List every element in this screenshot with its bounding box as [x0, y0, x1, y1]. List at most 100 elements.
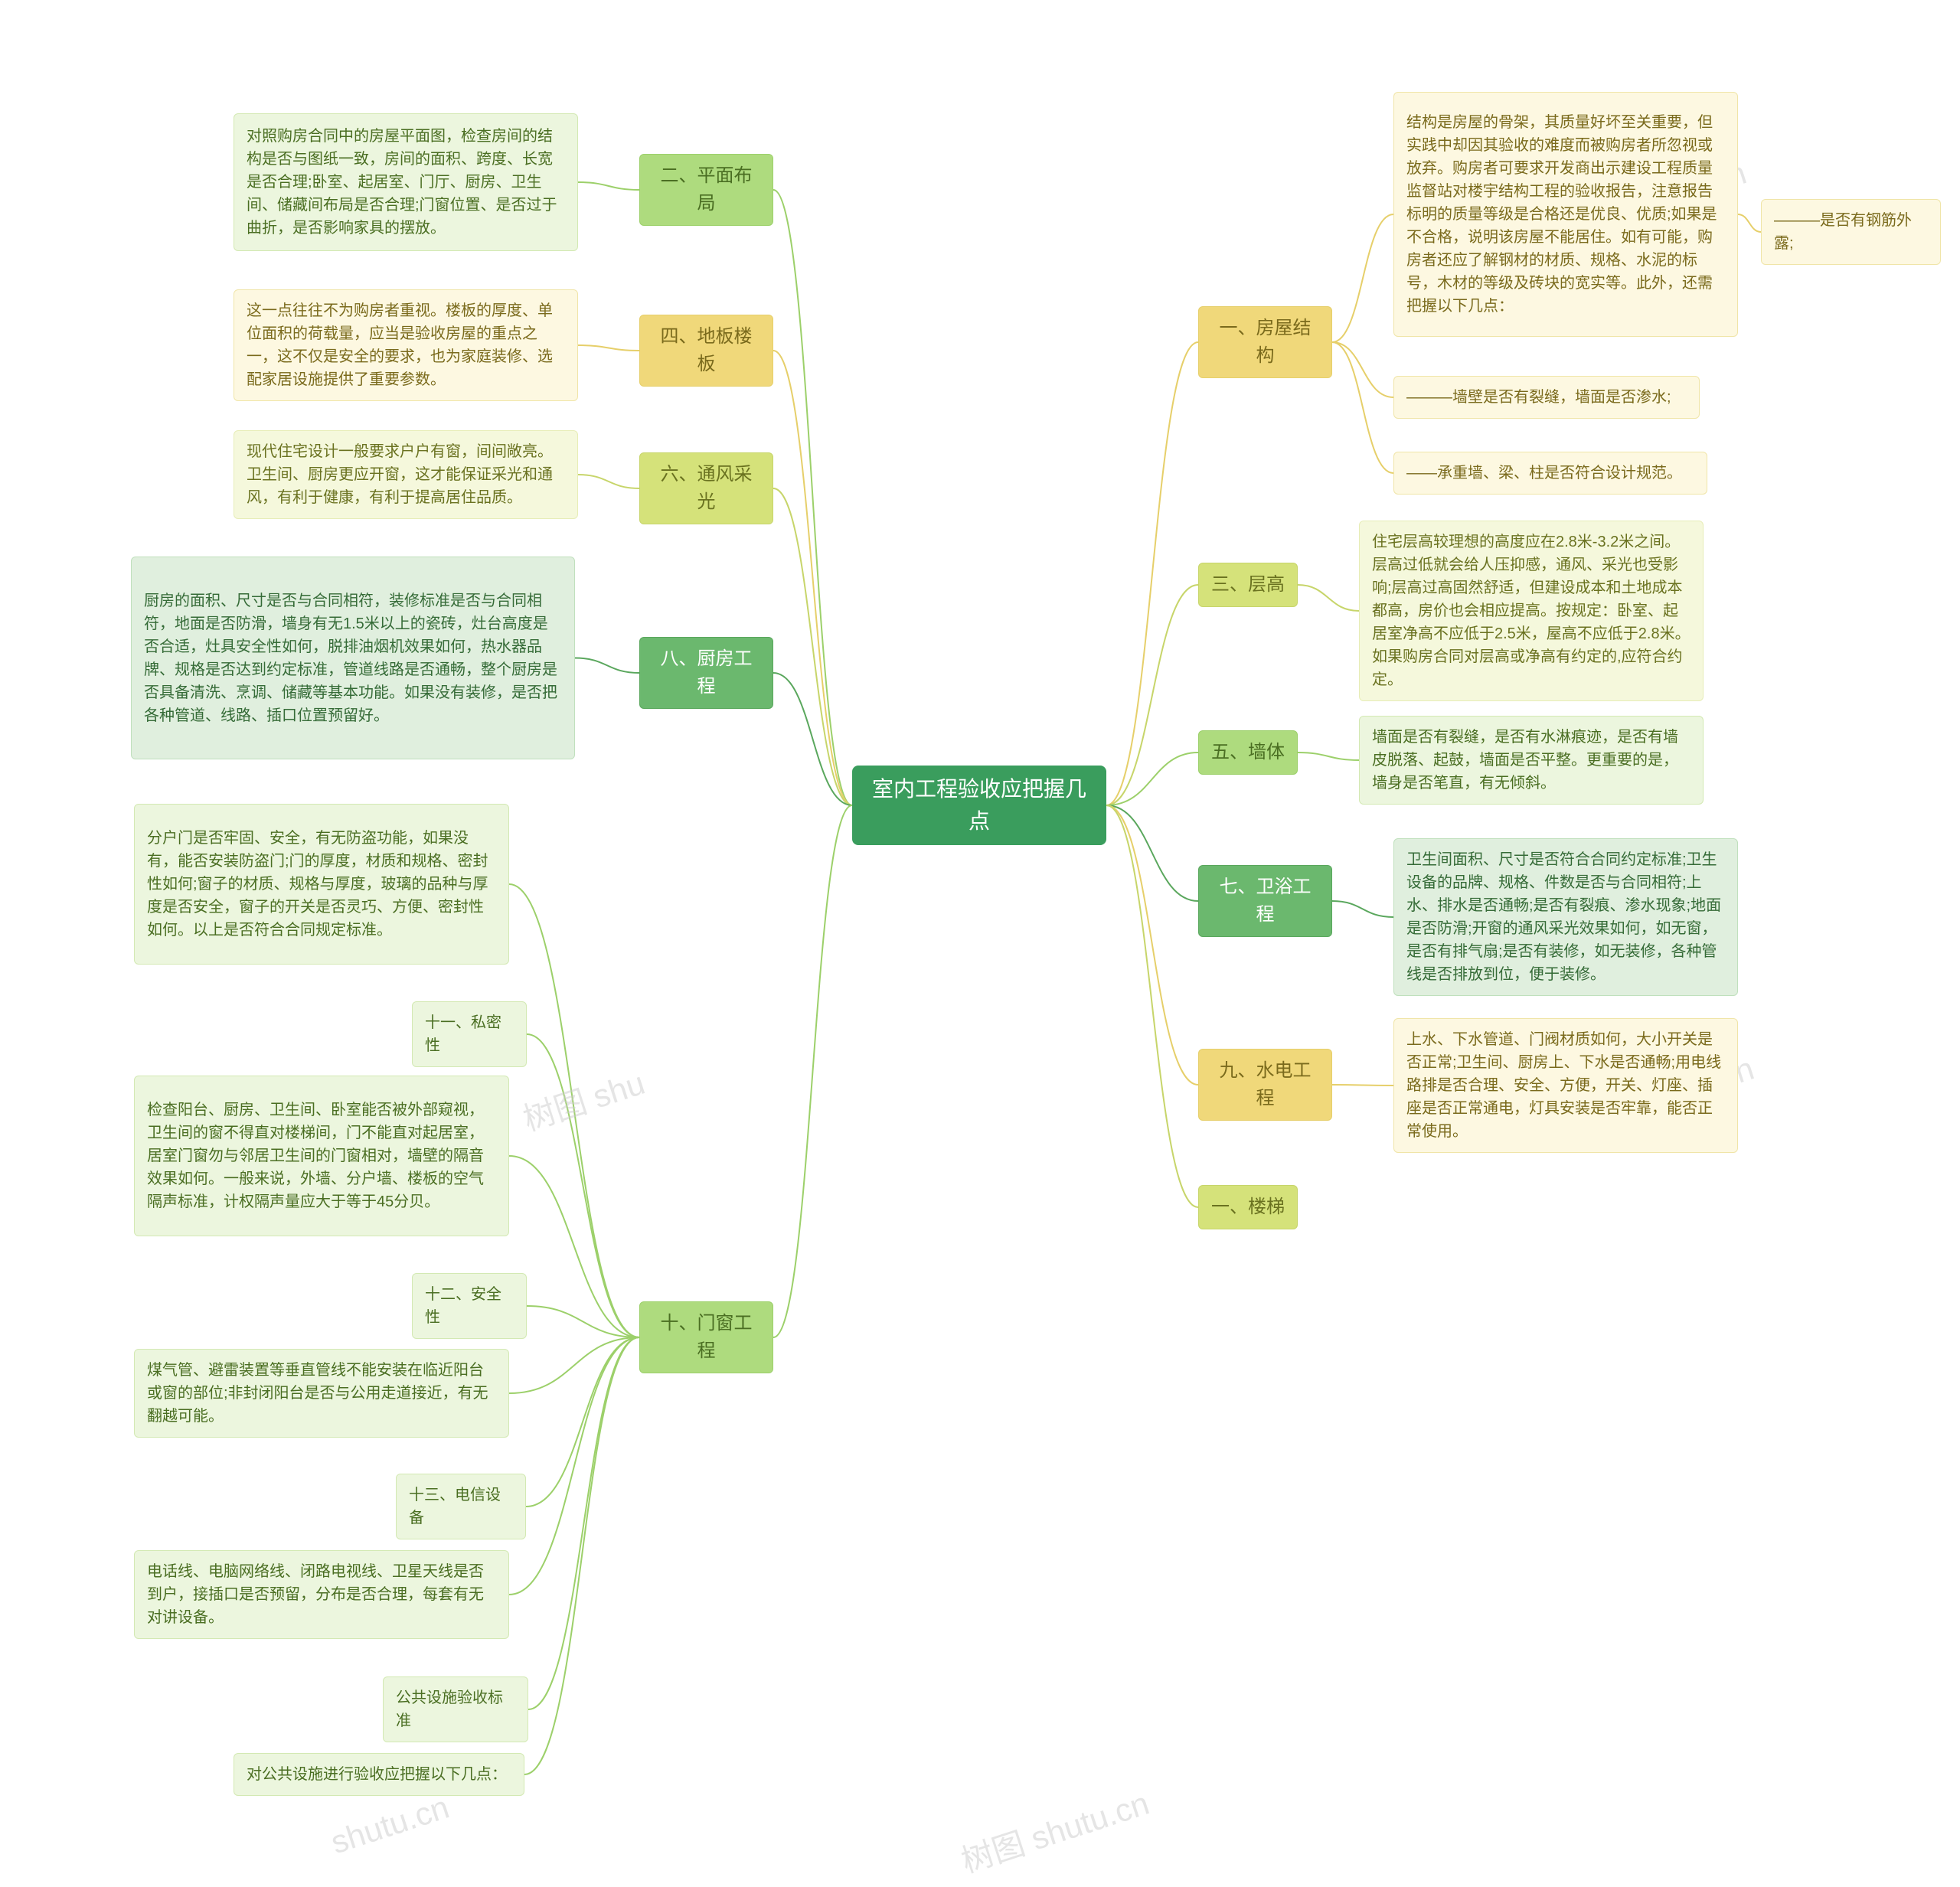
node-text-l8a: 厨房的面积、尺寸是否与合同相符，装修标准是否与合同相符，地面是否防滑，墙身有无1… [144, 589, 562, 727]
node-l8: 八、厨房工程 [639, 637, 773, 709]
connector [773, 190, 852, 805]
connector [509, 884, 639, 1337]
node-root: 室内工程验收应把握几点 [852, 766, 1106, 845]
connector [527, 1306, 639, 1337]
node-text-r3: 三、层高 [1211, 571, 1285, 599]
node-text-r1a1: ———是否有钢筋外露; [1774, 209, 1928, 255]
node-l10e: 煤气管、避雷装置等垂直管线不能安装在临近阳台或窗的部位;非封闭阳台是否与公用走道… [134, 1349, 509, 1438]
node-l10i: 对公共设施进行验收应把握以下几点： [234, 1753, 524, 1796]
node-r3: 三、层高 [1198, 563, 1298, 607]
node-r1c: ——承重墙、梁、柱是否符合设计规范。 [1393, 452, 1707, 495]
node-l10: 十、门窗工程 [639, 1301, 773, 1373]
watermark: 树图 shu [517, 1057, 650, 1141]
connector [773, 351, 852, 805]
connector [1106, 753, 1198, 805]
node-text-l2: 二、平面布局 [652, 162, 760, 217]
mindmap-canvas: 室内工程验收应把握几点shutu.cn树图 shutu.cn树图 shu树图 s… [0, 0, 1960, 1887]
node-l4a: 这一点往往不为购房者重视。楼板的厚度、单位面积的荷载量，应当是验收房屋的重点之一… [234, 289, 578, 401]
node-text-l6: 六、通风采光 [652, 461, 760, 516]
connector [575, 658, 639, 674]
node-text-root: 室内工程验收应把握几点 [864, 773, 1094, 837]
node-l10d: 十二、安全性 [412, 1273, 527, 1339]
node-r5a: 墙面是否有裂缝，是否有水淋痕迹，是否有墙皮脱落、起鼓，墙面是否平整。更重要的是，… [1359, 716, 1704, 805]
connector [528, 1337, 639, 1709]
node-r7: 七、卫浴工程 [1198, 865, 1332, 937]
node-text-l10b: 十一、私密性 [425, 1011, 514, 1057]
node-text-r3a: 住宅层高较理想的高度应在2.8米-3.2米之间。层高过低就会给人压抑感，通风、采… [1372, 531, 1690, 691]
connector [524, 1337, 639, 1774]
connector [1298, 585, 1359, 611]
node-text-l10: 十、门窗工程 [652, 1310, 760, 1365]
watermark-text: shutu.cn [326, 1789, 453, 1861]
node-r7a: 卫生间面积、尺寸是否符合合同约定标准;卫生设备的品牌、规格、件数是否与合同相符;… [1393, 838, 1738, 996]
connector [527, 1034, 639, 1337]
node-r9: 九、水电工程 [1198, 1049, 1332, 1121]
connector [1298, 753, 1359, 760]
connector [1106, 805, 1198, 1085]
node-l10a: 分户门是否牢固、安全，有无防盗功能，如果没有，能否安装防盗门;门的厚度，材质和规… [134, 804, 509, 965]
node-l6: 六、通风采光 [639, 452, 773, 524]
node-text-l10c: 检查阳台、厨房、卫生间、卧室能否被外部窥视，卫生间的窗不得直对楼梯间，门不能直对… [147, 1099, 496, 1213]
connector [509, 1156, 639, 1337]
node-r1a: 结构是房屋的骨架，其质量好坏至关重要，但实践中却因其验收的难度而被购房者所忽视或… [1393, 92, 1738, 337]
node-text-l10e: 煤气管、避雷装置等垂直管线不能安装在临近阳台或窗的部位;非封闭阳台是否与公用走道… [147, 1359, 496, 1428]
connector [773, 488, 852, 805]
node-text-r1c: ——承重墙、梁、柱是否符合设计规范。 [1406, 462, 1682, 485]
connector [1332, 342, 1393, 397]
connector [526, 1337, 639, 1507]
node-l8a: 厨房的面积、尺寸是否与合同相符，装修标准是否与合同相符，地面是否防滑，墙身有无1… [131, 557, 575, 759]
node-text-r7a: 卫生间面积、尺寸是否符合合同约定标准;卫生设备的品牌、规格、件数是否与合同相符;… [1406, 848, 1725, 986]
node-text-l10f: 十三、电信设备 [409, 1484, 513, 1530]
node-text-l4: 四、地板楼板 [652, 323, 760, 378]
node-text-r7: 七、卫浴工程 [1211, 873, 1319, 929]
node-l2: 二、平面布局 [639, 154, 773, 226]
connector [1332, 214, 1393, 342]
watermark: shutu.cn [326, 1789, 453, 1862]
connector [1332, 342, 1393, 473]
node-l10c: 检查阳台、厨房、卫生间、卧室能否被外部窥视，卫生间的窗不得直对楼梯间，门不能直对… [134, 1076, 509, 1236]
connector [1738, 214, 1761, 232]
node-text-l10i: 对公共设施进行验收应把握以下几点： [247, 1763, 507, 1786]
node-l10f: 十三、电信设备 [396, 1474, 526, 1539]
connector [1106, 805, 1198, 1207]
node-r1: 一、房屋结构 [1198, 306, 1332, 378]
node-text-l10h: 公共设施验收标准 [396, 1686, 515, 1732]
node-r3a: 住宅层高较理想的高度应在2.8米-3.2米之间。层高过低就会给人压抑感，通风、采… [1359, 521, 1704, 701]
connector [773, 805, 852, 1337]
node-r1b: ———墙壁是否有裂缝，墙面是否渗水; [1393, 376, 1700, 419]
connector [509, 1337, 639, 1595]
node-l10h: 公共设施验收标准 [383, 1676, 528, 1742]
node-text-l10g: 电话线、电脑网络线、闭路电视线、卫星天线是否到户，接插口是否预留，分布是否合理，… [147, 1560, 496, 1629]
connector [509, 1337, 639, 1393]
node-text-r5: 五、墙体 [1211, 739, 1285, 766]
connector [578, 182, 639, 190]
node-text-l6a: 现代住宅设计一般要求户户有窗，间间敞亮。卫生间、厨房更应开窗，这才能保证采光和通… [247, 440, 565, 509]
watermark: 树图 shutu.cn [955, 1778, 1155, 1882]
node-text-r11: 一、楼梯 [1211, 1193, 1285, 1221]
node-text-l10a: 分户门是否牢固、安全，有无防盗功能，如果没有，能否安装防盗门;门的厚度，材质和规… [147, 827, 496, 942]
node-text-r1b: ———墙壁是否有裂缝，墙面是否渗水; [1406, 386, 1671, 409]
node-l2a: 对照购房合同中的房屋平面图，检查房间的结构是否与图纸一致，房间的面积、跨度、长宽… [234, 113, 578, 251]
node-text-r1: 一、房屋结构 [1211, 315, 1319, 370]
node-r9a: 上水、下水管道、门阀材质如何，大小开关是否正常;卫生间、厨房上、下水是否通畅;用… [1393, 1018, 1738, 1153]
node-l6a: 现代住宅设计一般要求户户有窗，间间敞亮。卫生间、厨房更应开窗，这才能保证采光和通… [234, 430, 578, 519]
node-text-l10d: 十二、安全性 [425, 1283, 514, 1329]
node-text-r9: 九、水电工程 [1211, 1057, 1319, 1112]
node-r1a1: ———是否有钢筋外露; [1761, 199, 1941, 265]
connector [1106, 585, 1198, 805]
node-text-l2a: 对照购房合同中的房屋平面图，检查房间的结构是否与图纸一致，房间的面积、跨度、长宽… [247, 125, 565, 240]
node-r5: 五、墙体 [1198, 730, 1298, 775]
connector [1106, 805, 1198, 901]
node-l10b: 十一、私密性 [412, 1001, 527, 1067]
node-r11: 一、楼梯 [1198, 1185, 1298, 1229]
connector [1106, 342, 1198, 805]
node-text-r5a: 墙面是否有裂缝，是否有水淋痕迹，是否有墙皮脱落、起鼓，墙面是否平整。更重要的是，… [1372, 726, 1690, 795]
connector [578, 345, 639, 351]
node-text-l8: 八、厨房工程 [652, 645, 760, 700]
node-l4: 四、地板楼板 [639, 315, 773, 387]
node-l10g: 电话线、电脑网络线、闭路电视线、卫星天线是否到户，接插口是否预留，分布是否合理，… [134, 1550, 509, 1639]
node-text-r1a: 结构是房屋的骨架，其质量好坏至关重要，但实践中却因其验收的难度而被购房者所忽视或… [1406, 111, 1725, 318]
connector [1332, 1085, 1393, 1086]
node-text-l4a: 这一点往往不为购房者重视。楼板的厚度、单位面积的荷载量，应当是验收房屋的重点之一… [247, 299, 565, 391]
watermark-text: 树图 shutu.cn [957, 1785, 1154, 1879]
